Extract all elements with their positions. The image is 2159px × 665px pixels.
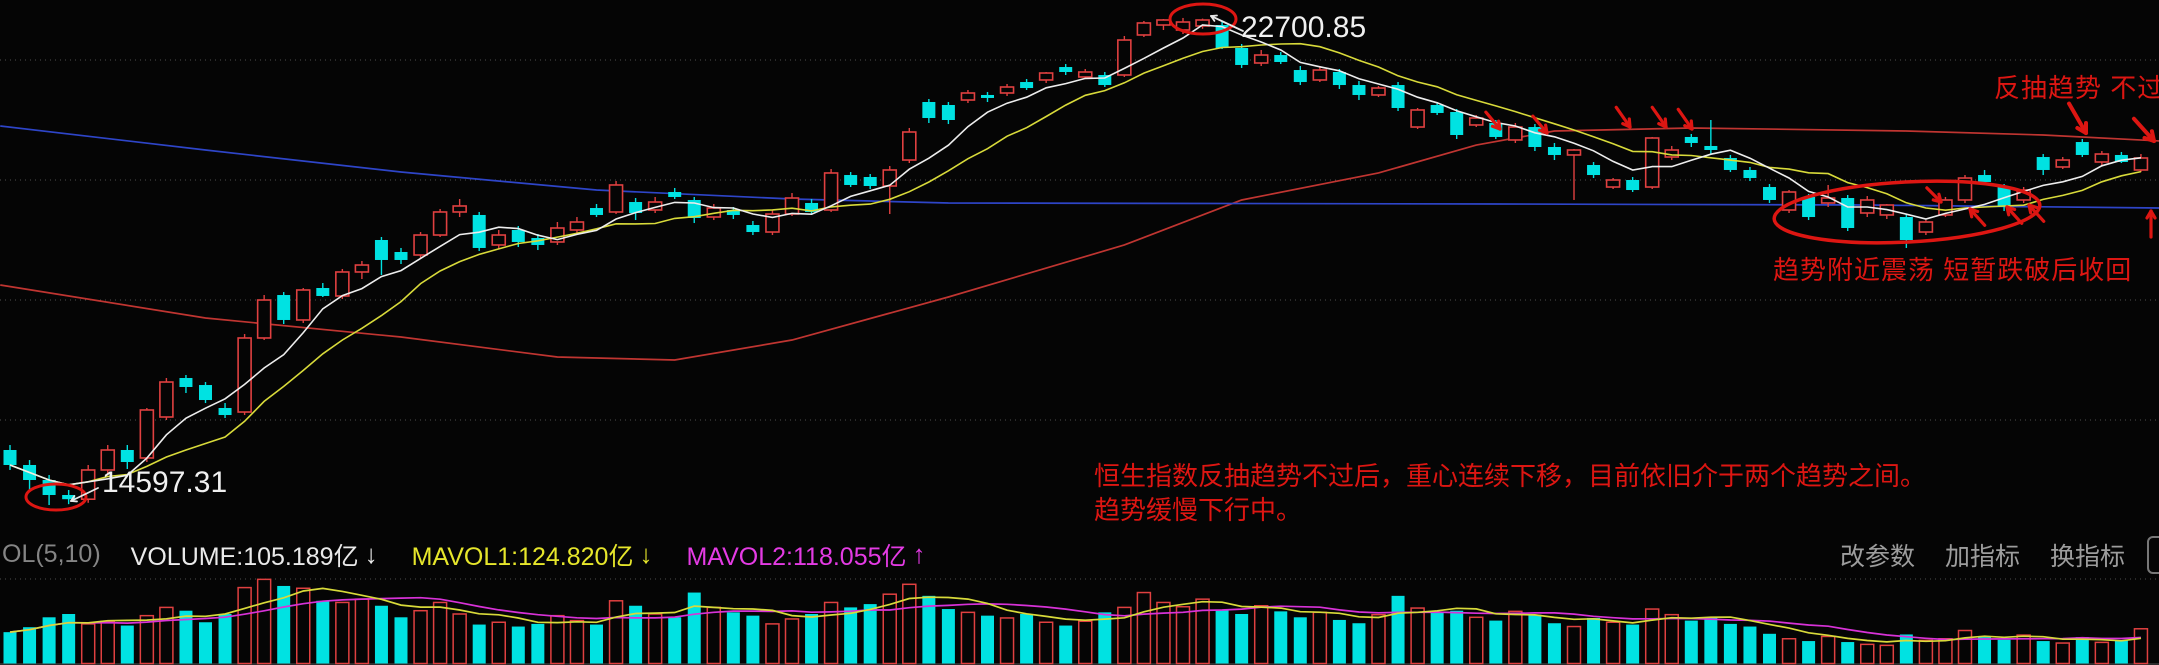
add-indicator-button[interactable]: 加指标 (1944, 542, 2020, 571)
switch-indicator-button[interactable]: 换指标 (2049, 542, 2125, 571)
low-price-label: 14597.31 (102, 466, 228, 499)
mavol2-up-arrow-icon: ↑ (912, 539, 926, 569)
change-params-button[interactable]: 改参数 (1839, 542, 1915, 571)
annotation-oscillate-near-trend: 趋势附近震荡 短暂跌破后收回 (1773, 255, 2133, 285)
volume-indicator-header: OL(5,10) VOLUME:105.189亿 ↓ MAVOL1:124.82… (0, 531, 2159, 578)
mavol2-value: MAVOL2:118.055亿 (686, 542, 907, 571)
peak-price-label: 22700.85 (1241, 11, 1367, 44)
volume-bars-chart (0, 578, 2159, 665)
annotation-rebound-trend-failed: 反抽趋势 不过 (1994, 73, 2159, 103)
annotation-paragraph-line1: 恒生指数反抽趋势不过后，重心连续下移，目前依旧介于两个趋势之间。 (1094, 461, 1927, 491)
annotation-paragraph-line2: 趋势缓慢下行中。 (1094, 495, 1303, 525)
volume-value: VOLUME:105.189亿 (130, 542, 359, 571)
mavol1-down-arrow-icon: ↓ (639, 539, 653, 569)
price-candlestick-chart (0, 2, 2159, 512)
clipped-edge-button[interactable] (2147, 535, 2159, 574)
volume-down-arrow-icon: ↓ (364, 539, 378, 569)
mavol1-value: MAVOL1:124.820亿 (411, 542, 634, 571)
vol-indicator-label[interactable]: OL(5,10) (2, 540, 101, 568)
